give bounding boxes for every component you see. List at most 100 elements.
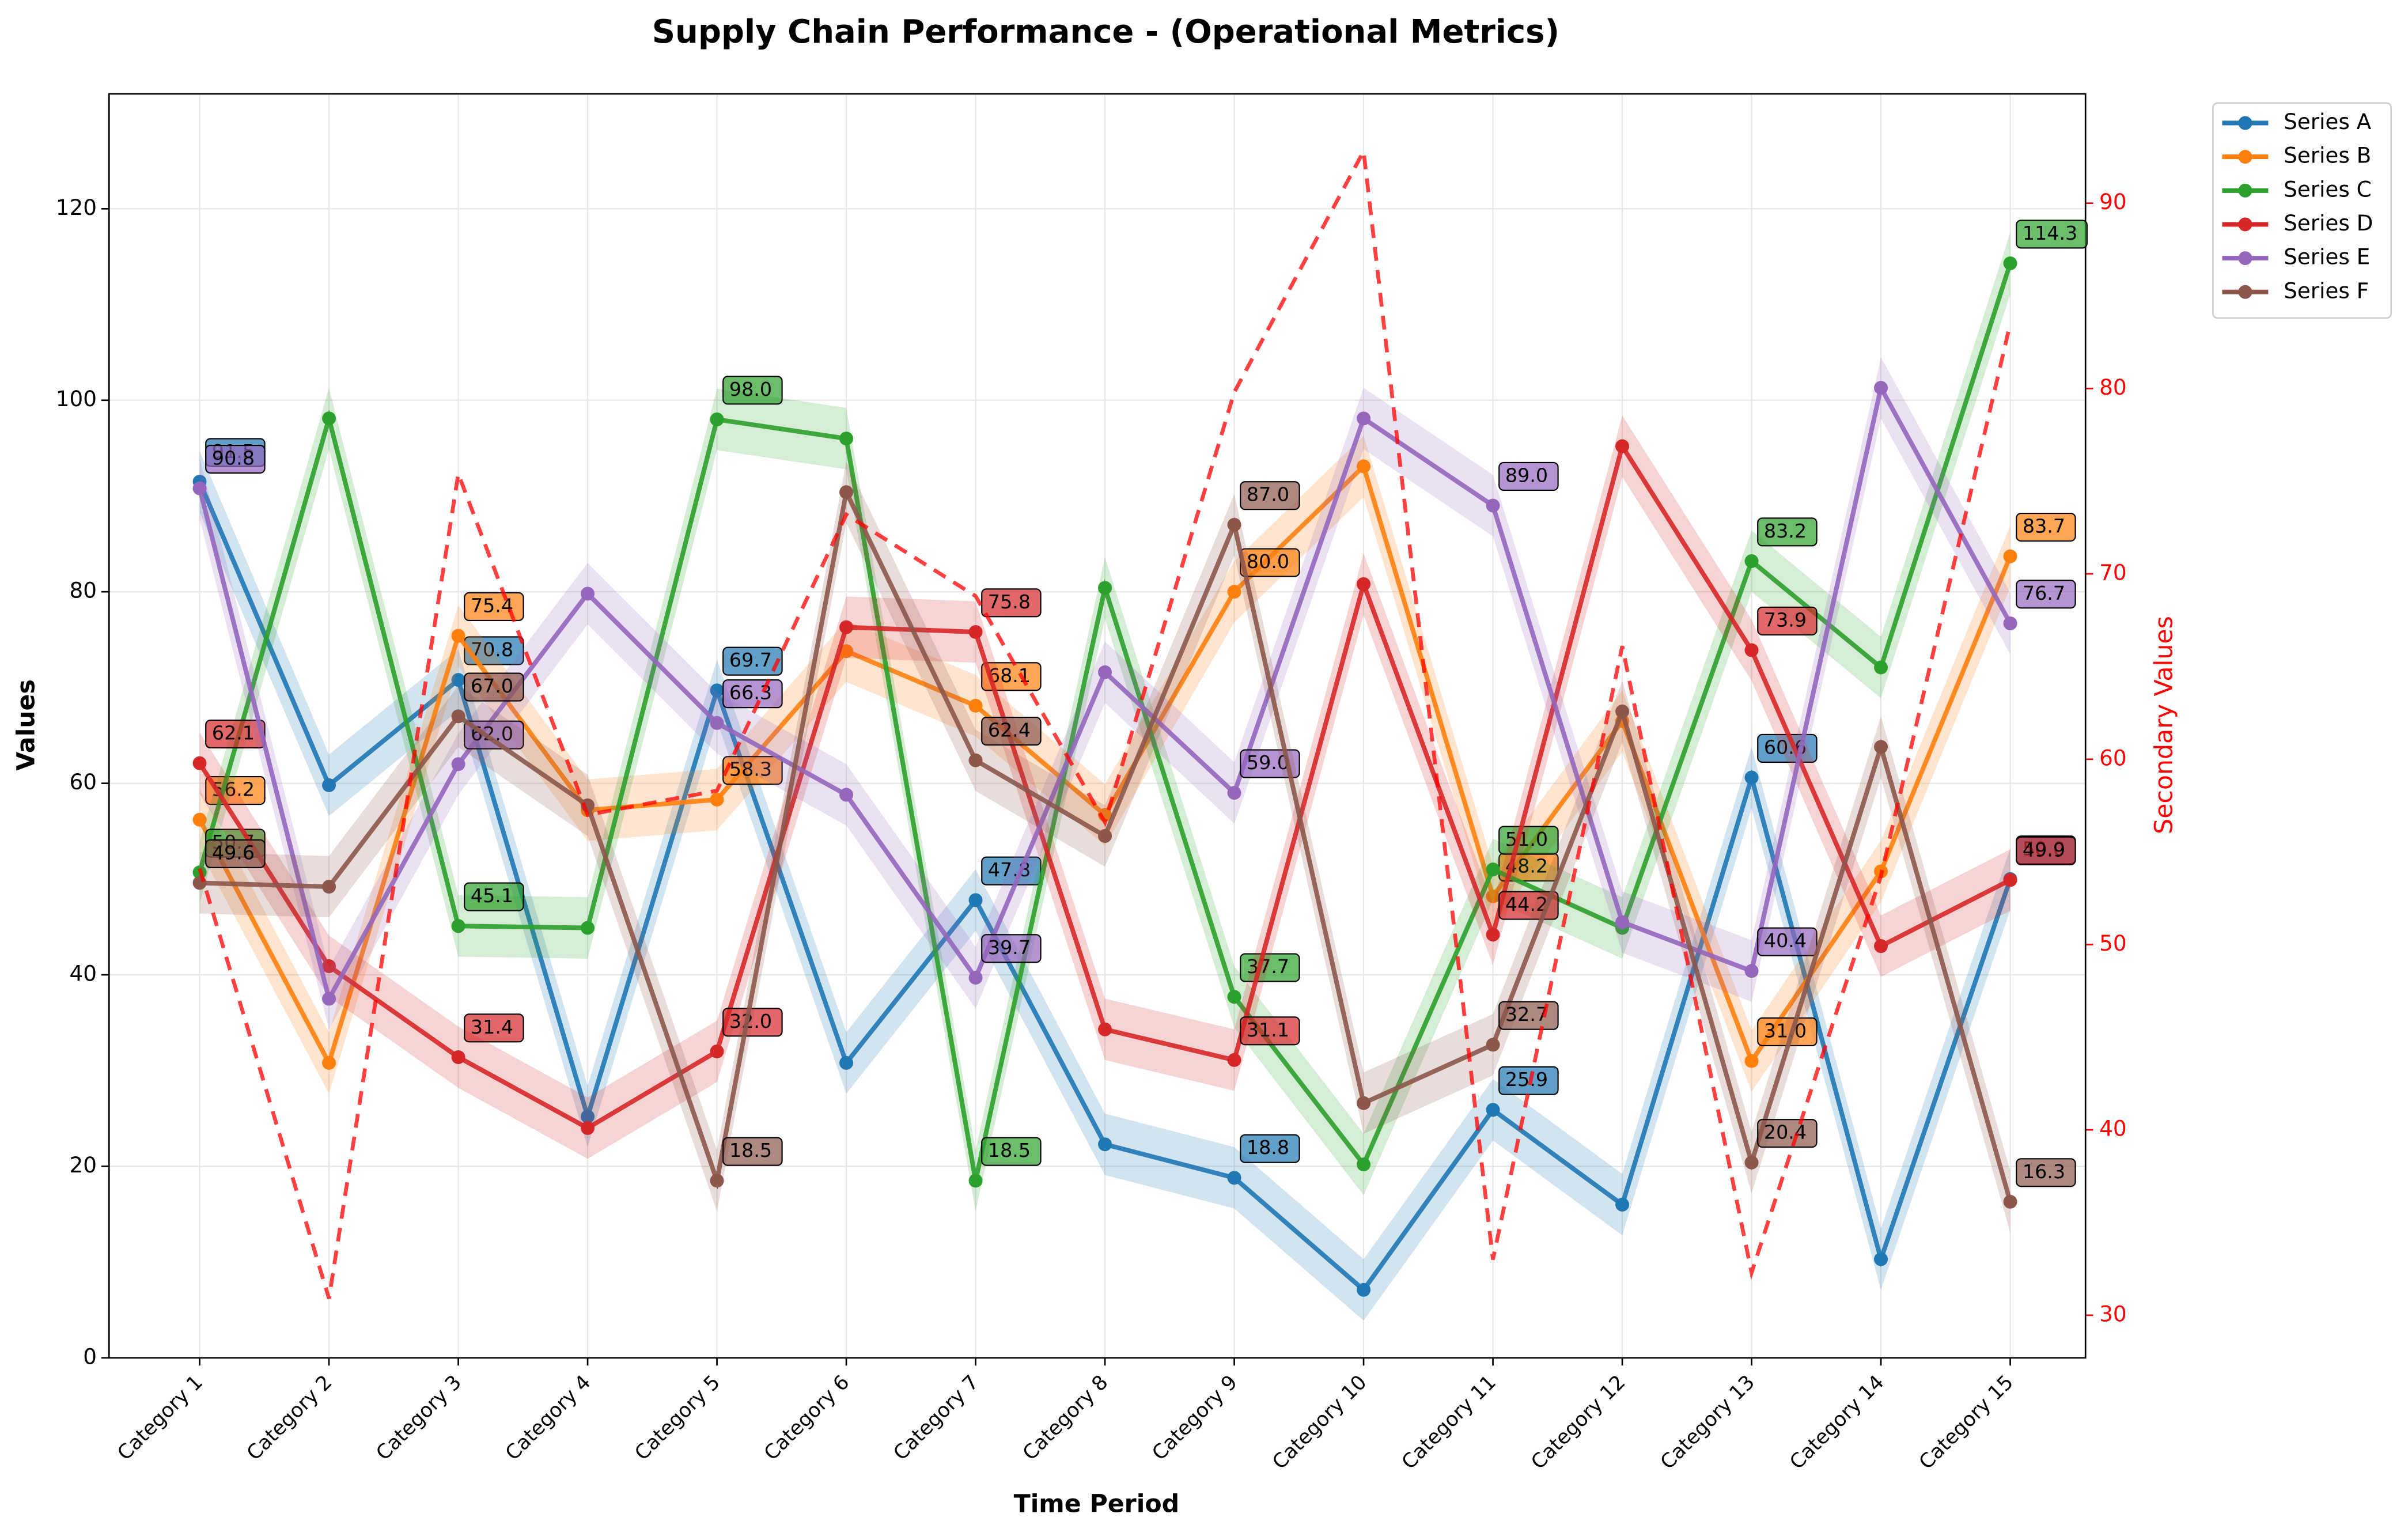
data-point (839, 788, 854, 802)
value-label-box (1498, 461, 1559, 491)
data-point (451, 919, 465, 933)
legend-marker (2238, 150, 2252, 164)
value-label-box (981, 716, 1042, 746)
data-point (581, 921, 595, 935)
y2-tick-label: 70 (2099, 560, 2126, 585)
data-point (2003, 256, 2017, 271)
legend-marker (2238, 183, 2252, 198)
value-label-box (205, 839, 266, 868)
y-tick-label: 80 (69, 578, 96, 603)
value-label-box (722, 376, 783, 405)
value-label: 98.0 (729, 378, 772, 400)
y2-tick-label: 80 (2099, 374, 2126, 400)
value-label: 39.7 (988, 936, 1031, 959)
value-label-box (2016, 580, 2076, 609)
value-label-box (464, 592, 524, 622)
y-tick-label: 60 (69, 769, 96, 794)
data-point (192, 481, 207, 495)
plot-frame (108, 93, 2087, 1359)
y-axis-label: Values (12, 679, 40, 771)
data-point (451, 673, 465, 687)
data-point (451, 709, 465, 724)
data-point (581, 587, 595, 601)
value-label: 114.3 (2023, 222, 2077, 244)
value-label: 40.4 (1764, 929, 1807, 952)
data-point (1744, 964, 1759, 978)
value-label-box (205, 444, 266, 474)
value-label: 76.7 (2023, 582, 2065, 604)
data-point (1227, 1053, 1241, 1067)
error-band (199, 436, 2011, 1094)
data-point (2003, 616, 2017, 631)
data-point (1098, 1022, 1112, 1036)
value-label: 83.2 (1764, 520, 1807, 542)
y-tick-label: 0 (83, 1344, 97, 1369)
data-point (451, 629, 465, 643)
data-point (710, 792, 724, 807)
data-point (1744, 643, 1759, 657)
value-label: 80.0 (1247, 550, 1289, 573)
data-point (1357, 577, 1371, 591)
value-label: 58.3 (729, 758, 772, 781)
data-point (1486, 862, 1500, 877)
value-label-box (981, 588, 1042, 618)
data-point (2003, 1194, 2017, 1209)
data-point (839, 644, 854, 659)
legend-label: Series F (2284, 278, 2369, 303)
data-point (1874, 381, 1888, 395)
value-label-box (722, 646, 783, 676)
value-label-box (1757, 927, 1818, 956)
data-point (710, 716, 724, 730)
data-point (1227, 1171, 1241, 1185)
value-label-box (1240, 1016, 1300, 1046)
value-label: 62.1 (212, 722, 255, 744)
legend-label: Series E (2284, 244, 2370, 270)
data-point (322, 880, 336, 894)
value-label: 44.2 (1505, 893, 1548, 915)
data-point (581, 1109, 595, 1123)
data-point (1227, 517, 1241, 532)
value-label: 31.1 (1247, 1019, 1289, 1041)
data-point (968, 970, 983, 985)
value-label-box (464, 636, 524, 665)
data-point (2003, 873, 2017, 887)
data-point (192, 756, 207, 770)
data-point (1357, 459, 1371, 474)
value-label-box (2016, 512, 2076, 542)
value-label-box (205, 719, 266, 749)
value-label: 18.5 (988, 1139, 1031, 1161)
data-point (1357, 1096, 1371, 1110)
data-point (1486, 1103, 1500, 1117)
data-point (581, 1121, 595, 1135)
value-label: 62.4 (988, 719, 1031, 741)
value-label: 49.6 (212, 841, 255, 864)
value-label-box (1240, 1134, 1300, 1163)
value-label: 25.9 (1505, 1068, 1548, 1091)
error-band (199, 357, 2011, 1030)
value-label: 31.0 (1764, 1019, 1807, 1042)
error-band (199, 415, 2011, 1159)
data-point (1615, 1197, 1630, 1212)
y-tick-label: 100 (56, 386, 97, 411)
data-point (1098, 1137, 1112, 1152)
data-point (710, 683, 724, 698)
data-point (451, 1050, 465, 1064)
data-point (1744, 554, 1759, 568)
data-point (322, 1055, 336, 1070)
value-label-box (981, 1137, 1042, 1166)
chart-title: Supply Chain Performance - (Operational … (652, 13, 1559, 51)
data-point (839, 1055, 854, 1070)
value-label: 87.0 (1247, 483, 1289, 506)
data-point (710, 412, 724, 426)
data-point (839, 432, 854, 446)
value-label-box (464, 672, 524, 702)
data-point (1486, 498, 1500, 513)
value-label: 20.4 (1764, 1121, 1807, 1144)
data-point (1227, 990, 1241, 1004)
data-point (1874, 1252, 1888, 1266)
error-band (199, 461, 2011, 1233)
legend-marker (2238, 217, 2252, 232)
data-point (1098, 581, 1112, 595)
data-point (1357, 1282, 1371, 1297)
data-point (322, 778, 336, 792)
